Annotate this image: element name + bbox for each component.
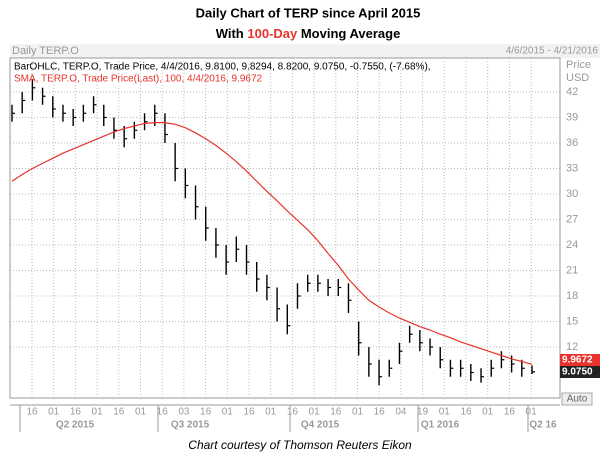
- axis-label: Price: [566, 59, 591, 71]
- x-tick-label: 16: [243, 407, 255, 418]
- x-tick-label: 01: [92, 407, 104, 418]
- subtitle-part: Moving Average: [297, 26, 400, 41]
- plot-frame: [9, 57, 561, 399]
- end-label: 9.0750: [562, 367, 593, 378]
- x-tick-label: 01: [526, 407, 538, 418]
- x-tick-label: 01: [352, 407, 364, 418]
- x-tick-label: 16: [70, 407, 82, 418]
- y-tick-label: 24: [566, 239, 578, 251]
- footer: Chart courtesy of Thomson Reuters Eikon: [188, 438, 412, 452]
- y-tick-label: 30: [566, 188, 578, 200]
- quarter-label: Q3 2015: [171, 420, 210, 431]
- x-tick-label: 01: [309, 407, 321, 418]
- x-tick-label: 16: [374, 407, 386, 418]
- x-tick-label: 16: [504, 407, 516, 418]
- chart-subtitle: With 100-Day Moving Average: [216, 26, 401, 41]
- sma-line: [11, 122, 533, 365]
- x-tick-label: 16: [26, 407, 38, 418]
- x-tick-label: 01: [135, 407, 147, 418]
- y-tick-label: 15: [566, 315, 578, 327]
- x-tick-label: 16: [330, 407, 342, 418]
- x-tick-label: 04: [395, 407, 407, 418]
- y-tick-label: 42: [566, 86, 578, 98]
- chart-title: Daily Chart of TERP since April 2015: [196, 5, 421, 20]
- y-tick-label: 21: [566, 264, 578, 276]
- x-tick-label: 01: [265, 407, 277, 418]
- scale-button[interactable]: [561, 392, 593, 406]
- y-tick-label: 27: [566, 213, 578, 225]
- x-tick-label: 03: [178, 407, 190, 418]
- date-range: 4/6/2015 - 4/21/2016: [506, 46, 599, 57]
- subtitle-part: With: [216, 26, 248, 41]
- axis-label: USD: [566, 72, 589, 84]
- y-tick-label: 18: [566, 290, 578, 302]
- header-bar: [10, 44, 600, 58]
- y-tick-label: 39: [566, 111, 578, 123]
- x-tick-label: 01: [482, 407, 494, 418]
- x-tick-label: 19: [417, 407, 429, 418]
- quarter-label: Q1 2016: [421, 420, 460, 431]
- quarter-label: Q4 2015: [301, 420, 340, 431]
- subtitle-highlight: 100-Day: [247, 26, 298, 41]
- quarter-label: Q2 16: [529, 420, 557, 431]
- y-tick-label: 36: [566, 137, 578, 149]
- x-tick-label: 16: [200, 407, 212, 418]
- end-label-box: [560, 354, 600, 366]
- x-tick-label: 01: [48, 407, 60, 418]
- y-tick-label: 12: [566, 341, 578, 353]
- legend-entry: SMA, TERP.O, Trade Price(Last), 100, 4/4…: [14, 74, 263, 85]
- end-label-box: [560, 366, 600, 378]
- x-tick-label: 16: [113, 407, 125, 418]
- x-tick-label: 16: [460, 407, 472, 418]
- x-tick-label: 01: [222, 407, 234, 418]
- x-tick-label: 16: [157, 407, 169, 418]
- y-tick-label: 33: [566, 162, 578, 174]
- scale-mode[interactable]: Auto: [567, 394, 588, 405]
- quarter-label: Q2 2015: [56, 420, 95, 431]
- x-tick-label: 16: [287, 407, 299, 418]
- legend-entry: BarOHLC, TERP.O, Trade Price, 4/4/2016, …: [14, 62, 431, 73]
- header: Daily TERP.O: [12, 45, 79, 57]
- end-label: 9.9672: [562, 355, 593, 366]
- x-tick-label: 01: [439, 407, 451, 418]
